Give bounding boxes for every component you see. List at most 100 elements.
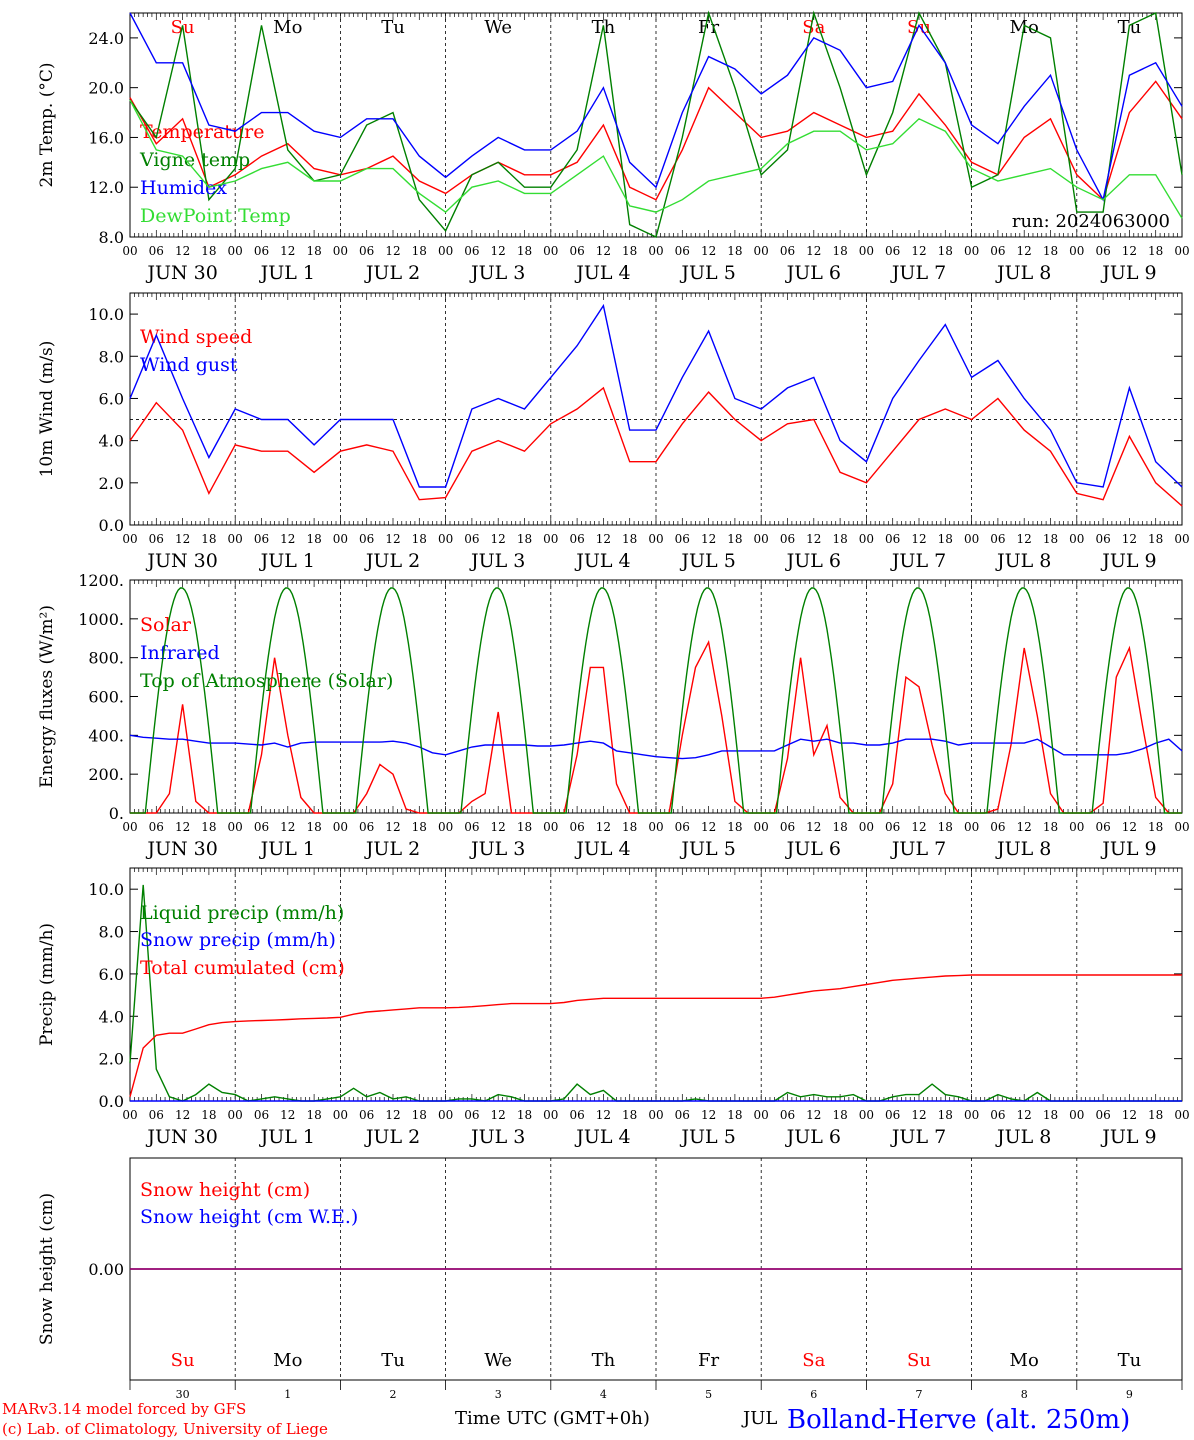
hour-tick-label: 06 bbox=[254, 1108, 269, 1122]
hour-tick-label: 06 bbox=[780, 820, 795, 834]
hour-tick-label: 06 bbox=[359, 532, 374, 546]
date-label: JUL 4 bbox=[574, 262, 630, 284]
hour-tick-label: 12 bbox=[1122, 820, 1137, 834]
date-label: JUL 2 bbox=[364, 550, 420, 572]
date-label: JUL 8 bbox=[995, 1126, 1051, 1148]
hour-tick-label: 00 bbox=[859, 244, 874, 258]
weekday-label: Su bbox=[171, 1350, 195, 1371]
hour-tick-label: 06 bbox=[1095, 820, 1110, 834]
series-line-infrared bbox=[129, 734, 1183, 760]
hour-tick-label: 06 bbox=[569, 532, 584, 546]
date-label: JUL 4 bbox=[574, 838, 630, 860]
date-label: JUL 5 bbox=[679, 550, 735, 572]
y-axis-label: Energy fluxes (W/m²) bbox=[37, 605, 57, 788]
hour-tick-label: 12 bbox=[385, 532, 400, 546]
hour-tick-label: 12 bbox=[1017, 820, 1032, 834]
weekday-label: Mo bbox=[1010, 1350, 1039, 1371]
weekday-label: Su bbox=[907, 1350, 931, 1371]
chart-panel-2: 00 06 12 18 JUN 30 00 06 12 18 JUL 1 00 06 12 18 JUL 2… bbox=[37, 292, 1190, 572]
chart-panel-3: 00 06 12 18 JUN 30 00 06 12 18 JUL 1 00 06 12 18 JUL 2… bbox=[37, 571, 1190, 860]
hour-tick-label: 18 bbox=[201, 244, 216, 258]
hour-tick-label: 06 bbox=[675, 244, 690, 258]
hour-tick-label: 00 bbox=[228, 532, 243, 546]
hour-tick-label: 00 bbox=[1069, 532, 1084, 546]
hour-tick-label: 06 bbox=[675, 1108, 690, 1122]
chart-panel-4: 00 06 12 18 JUN 30 00 06 12 18 JUL 1 00 06 12 18 JUL 2… bbox=[37, 867, 1190, 1148]
legend-entry: Vigne temp bbox=[139, 149, 250, 171]
hour-tick-label: 00 bbox=[754, 820, 769, 834]
day-number-label: 5 bbox=[705, 1388, 712, 1401]
weekday-label: We bbox=[484, 1350, 512, 1371]
series-line-wind-speed bbox=[129, 386, 1183, 507]
hour-tick-label: 06 bbox=[780, 244, 795, 258]
hour-tick-label: 00 bbox=[964, 532, 979, 546]
hour-tick-label: 00 bbox=[543, 244, 558, 258]
hour-tick-label: 18 bbox=[832, 532, 847, 546]
date-label: JUL 7 bbox=[890, 838, 946, 860]
date-label: JUL 6 bbox=[785, 838, 841, 860]
hour-tick-label: 18 bbox=[412, 532, 427, 546]
hour-tick-label: 06 bbox=[1095, 244, 1110, 258]
date-label: JUL 9 bbox=[1100, 262, 1156, 284]
hour-tick-label: 18 bbox=[517, 244, 532, 258]
hour-tick-label: 06 bbox=[569, 244, 584, 258]
y-tick-label: 0.0 bbox=[99, 516, 124, 535]
hour-tick-label: 18 bbox=[306, 244, 321, 258]
hour-tick-label: 00 bbox=[859, 532, 874, 546]
legend-entry: Solar bbox=[140, 614, 192, 636]
series-line-wind-gust bbox=[129, 303, 1183, 488]
hour-tick-label: 12 bbox=[175, 820, 190, 834]
hour-tick-label: 18 bbox=[832, 820, 847, 834]
chart-panel-1: 00 06 12 18 JUN 30 00 06 12 18 JUL 1 00 06 12 18 JUL 2… bbox=[37, 10, 1190, 284]
legend-entry: Snow height (cm) bbox=[140, 1179, 310, 1201]
hour-tick-label: 00 bbox=[333, 820, 348, 834]
run-annotation: run: 2024063000 bbox=[1012, 211, 1170, 232]
date-label: JUN 30 bbox=[145, 1126, 217, 1148]
hour-tick-label: 00 bbox=[754, 532, 769, 546]
hour-tick-label: 06 bbox=[885, 1108, 900, 1122]
hour-tick-label: 12 bbox=[175, 532, 190, 546]
hour-tick-label: 06 bbox=[569, 820, 584, 834]
legend-entry: DewPoint Temp bbox=[140, 205, 291, 227]
legend-entry: Top of Atmosphere (Solar) bbox=[140, 670, 393, 692]
hour-tick-label: 12 bbox=[596, 532, 611, 546]
hour-tick-label: 06 bbox=[675, 532, 690, 546]
date-label: JUN 30 bbox=[145, 838, 217, 860]
hour-tick-label: 00 bbox=[648, 244, 663, 258]
hour-tick-label: 12 bbox=[280, 1108, 295, 1122]
weekday-label: We bbox=[484, 17, 512, 38]
date-label: JUN 30 bbox=[145, 550, 217, 572]
hour-tick-label: 12 bbox=[491, 1108, 506, 1122]
hour-tick-label: 18 bbox=[517, 532, 532, 546]
hour-tick-label: 00 bbox=[754, 1108, 769, 1122]
hour-tick-label: 00 bbox=[1174, 1108, 1189, 1122]
y-axis-label: Precip (mm/h) bbox=[37, 923, 57, 1046]
legend-entry: Infrared bbox=[140, 642, 220, 664]
hour-tick-label: 00 bbox=[1174, 820, 1189, 834]
footer-month: JUL bbox=[741, 1408, 777, 1429]
weekday-label: Tu bbox=[381, 17, 405, 38]
hour-tick-label: 12 bbox=[911, 244, 926, 258]
hour-tick-label: 00 bbox=[964, 1108, 979, 1122]
date-label: JUL 3 bbox=[469, 262, 525, 284]
hour-tick-label: 12 bbox=[806, 244, 821, 258]
hour-tick-label: 00 bbox=[1069, 244, 1084, 258]
hour-tick-label: 12 bbox=[701, 1108, 716, 1122]
weekday-label: Fr bbox=[698, 1350, 719, 1371]
hour-tick-label: 00 bbox=[1174, 244, 1189, 258]
hour-tick-label: 18 bbox=[412, 244, 427, 258]
series-line-humidex bbox=[129, 12, 1183, 202]
y-tick-label: 8.0 bbox=[99, 347, 124, 366]
y-tick-label: 200. bbox=[88, 765, 124, 784]
hour-tick-label: 00 bbox=[228, 1108, 243, 1122]
hour-tick-label: 00 bbox=[228, 820, 243, 834]
date-label: JUL 7 bbox=[890, 550, 946, 572]
hour-tick-label: 18 bbox=[1148, 1108, 1163, 1122]
hour-tick-label: 18 bbox=[938, 820, 953, 834]
hour-tick-label: 06 bbox=[464, 1108, 479, 1122]
footer-time-label: Time UTC (GMT+0h) bbox=[455, 1408, 650, 1429]
legend-entry: Total cumulated (cm) bbox=[140, 957, 345, 979]
hour-tick-label: 06 bbox=[990, 1108, 1005, 1122]
date-label: JUL 9 bbox=[1100, 838, 1156, 860]
date-label: JUL 5 bbox=[679, 262, 735, 284]
